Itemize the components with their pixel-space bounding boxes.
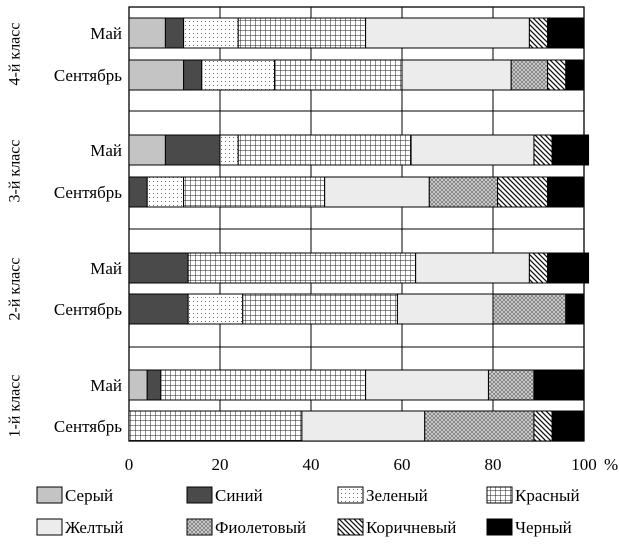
group-label: 4-й класс [7,23,24,86]
bar-segment [128,176,148,208]
x-tick-label: 80 [485,455,502,474]
bar-segment [128,17,166,49]
legend-item: Фиолетовый [186,518,306,537]
x-tick-label: 0 [125,455,134,474]
bar-segment [128,369,148,401]
bar-segment [128,293,189,325]
bar-segment [274,59,403,91]
bar-segment [510,59,549,91]
bar-segment [146,176,185,208]
row-label: Сентябрь [54,66,122,85]
row-label: Май [90,24,122,43]
legend-swatch [337,518,364,536]
bar-segment [424,410,535,442]
bar-segment [547,252,590,284]
group-label: 3-й класс [7,140,24,203]
legend-label: Серый [65,486,113,505]
bar-segment [242,293,398,325]
bar-segment [410,134,535,166]
bar-segment [146,369,162,401]
legend-swatch [36,486,63,504]
legend-item: Красный [486,486,580,505]
bar-segment [528,17,549,49]
bar-segment [497,176,549,208]
bar-segment [301,410,426,442]
row-label: Сентябрь [54,300,122,319]
bar-segment [551,410,585,442]
legend-swatch [186,486,213,504]
bar-segment [547,59,567,91]
row-label: Май [90,141,122,160]
bar-segment [128,134,166,166]
legend-swatch [186,518,213,536]
row-label: Сентябрь [54,417,122,436]
bar-segment [128,410,303,442]
bar-segment [533,369,585,401]
x-tick-label: 20 [212,455,229,474]
bar-segment [160,369,367,401]
legend-swatch [337,486,364,504]
bar-segment [187,293,244,325]
bar-segment [219,134,239,166]
legend-item: Черный [486,518,572,537]
bar-segment [487,369,535,401]
bar-segment [401,59,512,91]
legend-label: Зеленый [366,486,428,505]
bar-segment [365,369,489,401]
bar-segment [565,59,585,91]
bar-segment [201,59,276,91]
bar-segment [183,17,239,49]
bar-segment [533,410,553,442]
bar-segment [396,293,494,325]
x-unit-label: % [604,455,618,474]
legend-label: Фиолетовый [215,518,306,537]
row-label: Май [90,376,122,395]
bar-segment [428,176,499,208]
x-tick-label: 60 [394,455,411,474]
bar-segment [128,59,185,91]
bar-segment [164,17,185,49]
bar-segment [415,252,530,284]
row-label: Сентябрь [54,183,122,202]
bar-segment [547,17,585,49]
legend-item: Зеленый [337,486,428,505]
bar-segment [547,176,585,208]
legend-swatch [486,486,513,504]
legend-item: Желтый [36,518,123,537]
bar-segment [237,134,412,166]
legend-item: Коричневый [337,518,456,537]
legend-item: Серый [36,486,113,505]
legend-label: Черный [515,518,572,537]
bar-segment [183,176,326,208]
legend-swatch [36,518,63,536]
legend-swatch [486,518,513,536]
category-labels: Май Сентябрь Май Сентябрь Май Сентябрь Май Сент… [7,23,123,438]
bar-segment [533,134,553,166]
legend-item: Синий [186,486,263,505]
bar-segment [565,293,585,325]
group-label: 2-й класс [7,258,24,321]
group-label: 1-й класс [7,375,24,438]
legend-label: Желтый [65,518,123,537]
bar-segment [183,59,203,91]
bar-segment [164,134,221,166]
legend: Серый Синий Зеленый Красный Желтый Фиолетовый… [36,486,580,537]
legend-label: Коричневый [366,518,456,537]
bar-segment [187,252,417,284]
x-axis: 0 20 40 60 80 100% [125,455,618,474]
row-label: Май [90,259,122,278]
bar-segment [237,17,367,49]
legend-label: Синий [215,486,263,505]
x-tick-label: 40 [303,455,320,474]
bars [128,17,590,442]
bar-segment [324,176,430,208]
bar-segment [551,134,590,166]
bar-segment [128,252,189,284]
bar-segment [528,252,549,284]
bar-segment [365,17,530,49]
bar-segment [492,293,567,325]
x-tick-label: 100 [571,455,597,474]
legend-label: Красный [515,486,580,505]
